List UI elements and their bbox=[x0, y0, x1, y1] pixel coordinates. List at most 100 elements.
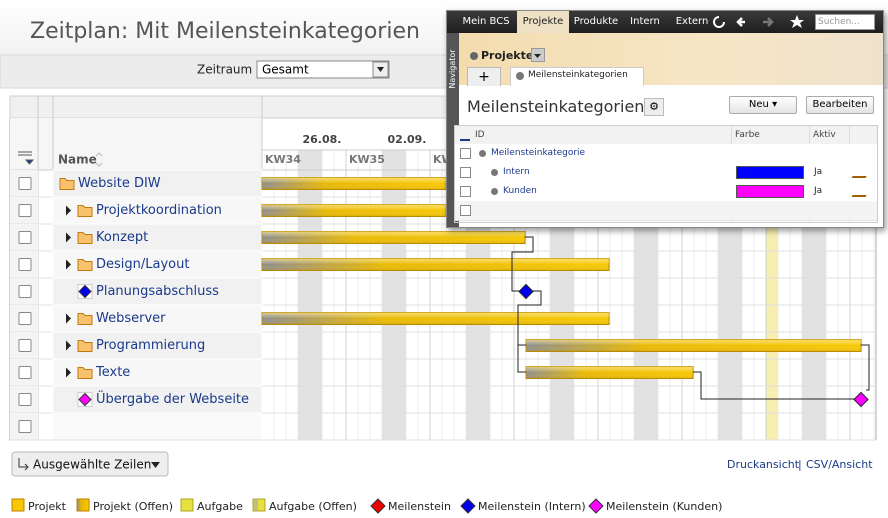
row-checkbox[interactable] bbox=[460, 167, 471, 178]
nav-tab[interactable]: Intern bbox=[630, 16, 660, 27]
task-bar-shine bbox=[526, 339, 861, 352]
row-name[interactable]: Design/Layout bbox=[96, 257, 189, 272]
row-checkbox[interactable] bbox=[18, 177, 32, 190]
nav-tab[interactable]: Extern bbox=[675, 16, 709, 27]
legend: Projekt Projekt (Offen) Aufgabe Aufgabe (Of… bbox=[11, 498, 722, 514]
legend-swatch bbox=[180, 498, 194, 512]
row-checkbox[interactable] bbox=[18, 312, 32, 325]
row-checkbox[interactable] bbox=[18, 204, 32, 217]
favorite-icon[interactable] bbox=[790, 15, 804, 28]
row-name[interactable]: Texte bbox=[95, 365, 130, 380]
milestone-icon bbox=[78, 284, 92, 299]
task-bar-shine bbox=[262, 312, 609, 325]
search-box[interactable]: Suchen... bbox=[815, 14, 875, 30]
milestone bbox=[853, 391, 869, 408]
row-checkbox[interactable] bbox=[18, 420, 32, 433]
row-id[interactable]: Intern bbox=[503, 167, 530, 177]
column-header[interactable]: Aktiv bbox=[813, 130, 836, 140]
expand-arrow[interactable] bbox=[66, 313, 71, 324]
column-menu[interactable] bbox=[18, 151, 35, 165]
expand-arrow[interactable] bbox=[66, 232, 71, 243]
color-swatch bbox=[736, 166, 804, 179]
legend-swatch-open bbox=[253, 499, 258, 511]
row-id[interactable]: Kunden bbox=[503, 186, 537, 196]
row-name[interactable]: Website DIW bbox=[78, 176, 161, 191]
add-tab[interactable]: + bbox=[467, 67, 501, 86]
row-checkbox[interactable] bbox=[18, 366, 32, 379]
settings-button[interactable]: ⚙ bbox=[644, 98, 664, 116]
row-icon bbox=[491, 188, 498, 195]
header-checkbox[interactable] bbox=[460, 129, 470, 141]
edit-button[interactable]: Bearbeiten bbox=[806, 96, 874, 114]
row-name[interactable]: Planungsabschluss bbox=[96, 284, 219, 299]
row-checkbox[interactable] bbox=[18, 339, 32, 352]
weekend bbox=[298, 150, 322, 440]
legend-diamond bbox=[460, 498, 476, 514]
new-label: Neu bbox=[748, 99, 769, 110]
task-bar-shine bbox=[262, 177, 446, 190]
folder-icon bbox=[59, 178, 75, 190]
legend-label: Meilenstein bbox=[388, 500, 451, 513]
row-active: Ja bbox=[814, 167, 823, 177]
column-header[interactable]: ID bbox=[475, 130, 485, 140]
legend-label: Meilenstein (Kunden) bbox=[606, 500, 722, 513]
row-name[interactable]: Webserver bbox=[96, 311, 166, 326]
date-label: 26.08. bbox=[303, 133, 342, 146]
row-name[interactable]: Projektkoordination bbox=[96, 203, 222, 218]
color-swatch bbox=[736, 185, 804, 198]
folder-icon bbox=[77, 340, 93, 352]
week-label: KW34 bbox=[265, 153, 301, 166]
row-name[interactable]: Konzept bbox=[96, 230, 148, 245]
folder-icon bbox=[77, 259, 93, 271]
dependency bbox=[861, 344, 870, 391]
select-arrow bbox=[377, 67, 384, 72]
row-checkbox[interactable] bbox=[460, 205, 471, 216]
week-label: KW35 bbox=[349, 153, 385, 166]
expand-arrow[interactable] bbox=[66, 340, 71, 351]
legend-label: Meilenstein (Intern) bbox=[478, 500, 586, 513]
print-link[interactable]: Druckansicht bbox=[727, 458, 800, 471]
folder-icon bbox=[77, 205, 93, 217]
left-header bbox=[10, 118, 262, 170]
nav-icons bbox=[713, 15, 804, 28]
active-tab[interactable] bbox=[510, 67, 644, 86]
link-separator: | bbox=[798, 458, 802, 471]
nav-tab[interactable]: Projekte bbox=[517, 11, 569, 33]
back-icon[interactable] bbox=[736, 17, 745, 27]
row-icon bbox=[491, 169, 498, 176]
nav-tab[interactable]: Mein BCS bbox=[462, 16, 510, 27]
row-checkbox[interactable] bbox=[460, 148, 471, 159]
row-checkbox[interactable] bbox=[18, 231, 32, 244]
tab-icon bbox=[516, 72, 524, 80]
sort-icon[interactable] bbox=[95, 152, 103, 167]
row-checkbox[interactable] bbox=[18, 393, 32, 406]
legend-swatch bbox=[11, 498, 25, 512]
date-label: 02.09. bbox=[388, 133, 427, 146]
weekend bbox=[382, 150, 406, 440]
row-checkbox[interactable] bbox=[460, 186, 471, 197]
new-button[interactable]: Neu ▾ bbox=[729, 96, 797, 114]
legend-swatch bbox=[76, 498, 90, 512]
filter-value: Gesamt bbox=[262, 63, 309, 77]
filter-select[interactable] bbox=[256, 60, 390, 79]
row-id[interactable]: Meilensteinkategorie bbox=[491, 148, 586, 158]
selected-rows-button[interactable] bbox=[11, 451, 169, 477]
csv-link[interactable]: CSV/Ansicht bbox=[806, 458, 873, 471]
legend-label: Aufgabe bbox=[197, 500, 243, 513]
row-checkbox[interactable] bbox=[18, 285, 32, 298]
row-name-bg bbox=[52, 412, 263, 441]
row-name[interactable]: Programmierung bbox=[96, 338, 205, 353]
column-header[interactable]: Farbe bbox=[735, 130, 760, 140]
expand-arrow[interactable] bbox=[66, 367, 71, 378]
forward-icon[interactable] bbox=[763, 17, 774, 27]
expand-arrow[interactable] bbox=[66, 259, 71, 270]
row-name[interactable]: Übergabe der Webseite bbox=[96, 390, 249, 407]
task-bar-shine bbox=[262, 231, 525, 244]
refresh-icon[interactable] bbox=[713, 16, 725, 28]
legend-diamond bbox=[588, 498, 604, 514]
row-checkbox[interactable] bbox=[18, 258, 32, 271]
expand-arrow[interactable] bbox=[66, 205, 71, 216]
nav-tab[interactable]: Produkte bbox=[573, 16, 619, 27]
